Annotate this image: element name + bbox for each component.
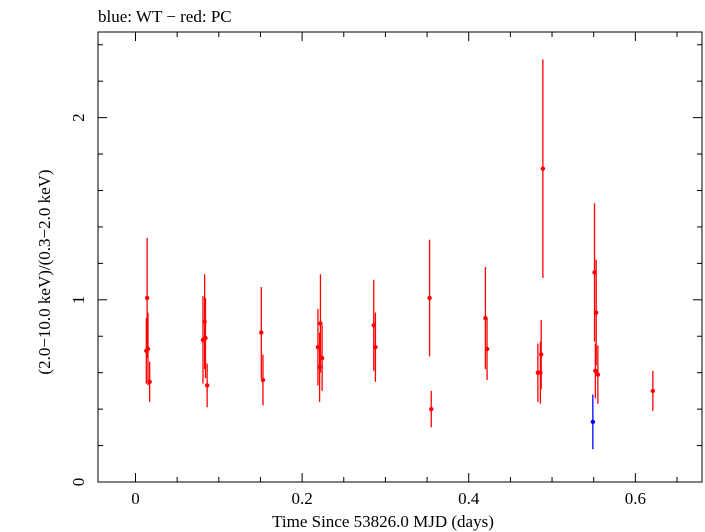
pc-data-point <box>259 330 264 335</box>
pc-data-point <box>538 370 543 375</box>
y-tick-label: 1 <box>69 296 88 305</box>
pc-data-point <box>373 344 378 350</box>
y-tick-label: 0 <box>69 478 88 487</box>
pc-data-point <box>595 372 601 377</box>
pc-data-point <box>203 335 208 341</box>
pc-data-point <box>144 295 150 301</box>
pc-data-point <box>484 346 490 352</box>
pc-data-point <box>593 368 598 374</box>
pc-data-point <box>260 377 266 383</box>
plot-frame <box>97 31 703 483</box>
x-tick-label: 0.4 <box>458 489 480 508</box>
y-tick-label: 2 <box>69 113 88 122</box>
chart-title: blue: WT − red: PC <box>98 7 232 26</box>
data-points <box>144 59 656 450</box>
x-axis-label: Time Since 53826.0 MJD (days) <box>272 512 494 531</box>
pc-data-point <box>319 355 325 361</box>
pc-data-point <box>147 379 152 384</box>
pc-data-point <box>540 166 546 171</box>
axis-ticks: 0 0.2 0.4 0.6 0 1 2 <box>69 32 702 508</box>
x-tick-label: 0 <box>131 489 140 508</box>
wt-data-point <box>590 419 596 425</box>
x-tick-label: 0.2 <box>291 489 312 508</box>
pc-data-point <box>539 352 544 357</box>
pc-data-point <box>202 319 207 324</box>
pc-data-point <box>429 406 434 412</box>
pc-data-point <box>318 321 323 326</box>
y-axis-label: (2.0−10.0 keV)/(0.3−2.0 keV) <box>35 169 54 374</box>
pc-data-point <box>650 388 656 394</box>
pc-data-point <box>593 310 599 315</box>
pc-data-point <box>145 346 151 352</box>
x-tick-label: 0.6 <box>625 489 646 508</box>
pc-data-point <box>317 365 322 370</box>
pc-data-point <box>427 295 432 301</box>
pc-data-point <box>204 383 210 388</box>
